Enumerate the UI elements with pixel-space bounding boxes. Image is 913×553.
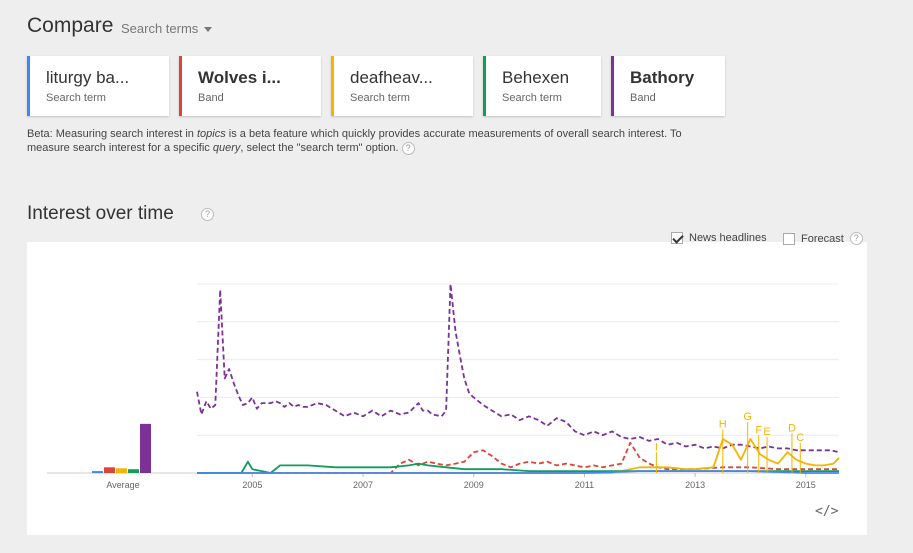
x-tick-label: 2005 bbox=[242, 480, 262, 490]
news-marker: C bbox=[796, 432, 804, 444]
news-marker: E bbox=[763, 426, 770, 438]
news-headlines-label: News headlines bbox=[689, 232, 767, 244]
x-tick-label: 2009 bbox=[464, 480, 484, 490]
term-name: Behexen bbox=[502, 68, 570, 87]
term-name: Wolves i... bbox=[198, 68, 281, 87]
news-marker: I bbox=[655, 441, 658, 453]
checkbox-checked-icon[interactable] bbox=[671, 232, 683, 244]
average-bar bbox=[140, 423, 151, 473]
news-marker: F bbox=[755, 424, 762, 436]
beta-text: , select the "search term" option. bbox=[240, 142, 399, 154]
x-tick-label: 2007 bbox=[353, 480, 373, 490]
term-color-bar bbox=[179, 56, 182, 116]
term-color-bar bbox=[27, 56, 30, 116]
average-bar bbox=[128, 469, 139, 473]
page-title: Compare bbox=[27, 14, 114, 37]
x-tick-label: 2015 bbox=[796, 480, 816, 490]
section-title: Interest over time bbox=[27, 203, 174, 224]
news-marker: D bbox=[788, 422, 796, 434]
series-line bbox=[197, 441, 839, 474]
forecast-toggle[interactable]: Forecast ? bbox=[783, 232, 863, 245]
checkbox-icon[interactable] bbox=[783, 232, 795, 245]
series-line bbox=[197, 470, 839, 474]
news-headlines-toggle[interactable]: News headlines bbox=[671, 232, 767, 244]
term-color-bar bbox=[331, 56, 334, 116]
average-bar bbox=[104, 467, 115, 473]
average-bar bbox=[116, 468, 127, 473]
beta-emphasis: topics bbox=[196, 128, 226, 140]
term-type: Band bbox=[630, 92, 656, 104]
interest-chart: 2005 2007 2009 2011 2013 2015 Average I H GF E DC bbox=[47, 283, 840, 490]
news-marker: H bbox=[719, 419, 727, 431]
term-name: Bathory bbox=[630, 68, 695, 87]
term-type: Band bbox=[198, 92, 224, 104]
help-icon[interactable]: ? bbox=[401, 141, 415, 155]
beta-text: Beta: Measuring search interest in bbox=[27, 128, 197, 140]
series-line bbox=[197, 438, 840, 474]
term-card-wolves[interactable]: Wolves i... Band bbox=[179, 56, 321, 116]
term-name: deafheav... bbox=[350, 68, 433, 87]
beta-emphasis: query bbox=[212, 142, 241, 154]
term-name: liturgy ba... bbox=[46, 68, 130, 87]
news-marker: G bbox=[743, 411, 752, 423]
embed-code-icon[interactable]: </> bbox=[815, 504, 839, 519]
search-terms-dropdown[interactable]: Search terms bbox=[121, 21, 213, 36]
term-card-deafheaven[interactable]: deafheav... Search term bbox=[331, 56, 473, 116]
help-icon[interactable]: ? bbox=[849, 232, 863, 245]
beta-note: Beta: Measuring search interest in topic… bbox=[27, 127, 707, 155]
term-card-liturgy[interactable]: liturgy ba... Search term bbox=[27, 56, 169, 116]
x-tick-label: 2013 bbox=[685, 480, 705, 490]
beta-text: is a beta feature which quickly provides… bbox=[27, 128, 682, 154]
term-type: Search term bbox=[350, 92, 410, 104]
series-line bbox=[196, 283, 840, 454]
term-card-behexen[interactable]: Behexen Search term bbox=[483, 56, 601, 116]
term-color-bar bbox=[611, 56, 614, 116]
term-card-bathory[interactable]: Bathory Band bbox=[611, 56, 725, 116]
average-label: Average bbox=[106, 480, 139, 490]
average-bar bbox=[92, 471, 103, 473]
caret-down-icon bbox=[204, 27, 213, 33]
x-tick-label: 2011 bbox=[575, 480, 594, 490]
term-type: Search term bbox=[502, 92, 562, 104]
chart-panel: 2005 2007 2009 2011 2013 2015 Average I H G F E D C bbox=[27, 242, 867, 535]
forecast-label: Forecast bbox=[801, 232, 844, 245]
term-color-bar bbox=[483, 56, 486, 116]
help-icon[interactable]: ? bbox=[201, 208, 214, 221]
dropdown-label: Search terms bbox=[121, 21, 199, 36]
term-type: Search term bbox=[46, 92, 106, 104]
